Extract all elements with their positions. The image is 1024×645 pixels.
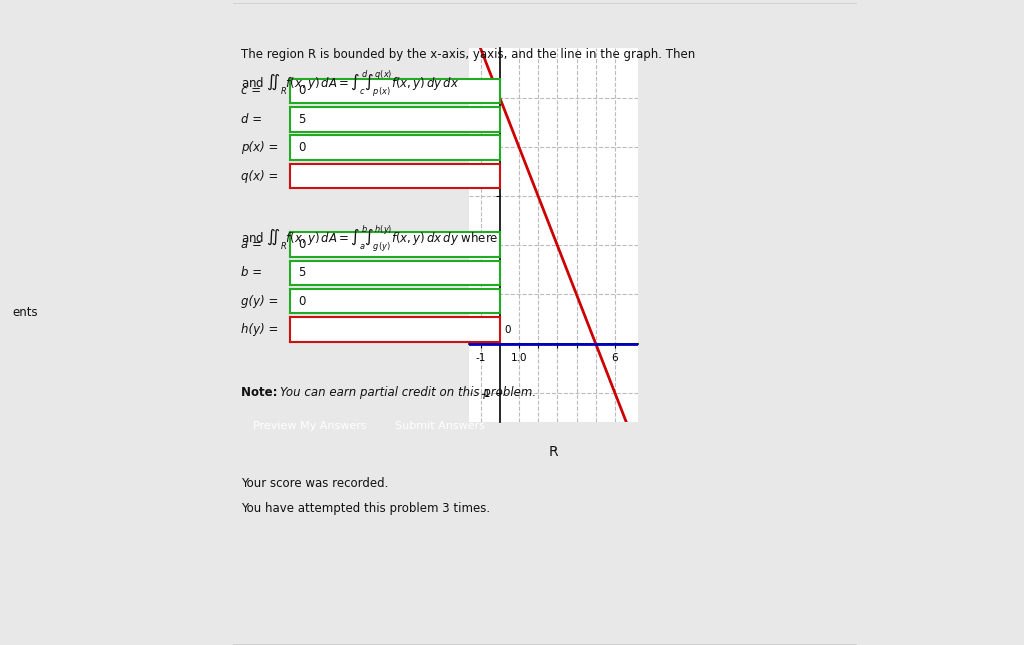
Text: Submit Answers: Submit Answers <box>395 421 484 431</box>
Text: ents: ents <box>12 306 38 319</box>
Text: 5: 5 <box>298 266 305 279</box>
Text: and $\iint_R f(x,y)\,dA = \int_c^d\!\int_{p(x)}^{q(x)} f(x,y)\,dy\,dx$: and $\iint_R f(x,y)\,dA = \int_c^d\!\int… <box>241 68 459 97</box>
Text: The region R is bounded by the x-axis, yaxis, and the line in the graph. Then: The region R is bounded by the x-axis, y… <box>241 48 695 61</box>
Text: 5: 5 <box>298 113 305 126</box>
Text: Note:: Note: <box>241 386 282 399</box>
Text: 0: 0 <box>298 141 305 154</box>
Text: a =: a = <box>241 238 261 251</box>
Text: q(x) =: q(x) = <box>241 170 278 183</box>
Text: b =: b = <box>241 266 262 279</box>
Text: Preview My Answers: Preview My Answers <box>253 421 367 431</box>
Text: 0: 0 <box>298 295 305 308</box>
Text: 0: 0 <box>504 324 510 335</box>
Text: p(x) =: p(x) = <box>241 141 278 154</box>
Text: h(y) =: h(y) = <box>241 323 278 336</box>
Text: R: R <box>549 445 558 459</box>
Text: 0: 0 <box>298 238 305 251</box>
Text: c =: c = <box>241 84 261 97</box>
Text: You can earn partial credit on this problem.: You can earn partial credit on this prob… <box>280 386 536 399</box>
Text: and $\iint_R f(x,y)\,dA = \int_a^b\!\int_{g(y)}^{h(y)} f(x,y)\,dx\,dy$ where: and $\iint_R f(x,y)\,dA = \int_a^b\!\int… <box>241 223 498 253</box>
Text: Your score was recorded.: Your score was recorded. <box>241 477 388 490</box>
Text: You have attempted this problem 3 times.: You have attempted this problem 3 times. <box>241 502 489 515</box>
Text: d =: d = <box>241 113 262 126</box>
Text: 0: 0 <box>298 84 305 97</box>
Text: g(y) =: g(y) = <box>241 295 278 308</box>
